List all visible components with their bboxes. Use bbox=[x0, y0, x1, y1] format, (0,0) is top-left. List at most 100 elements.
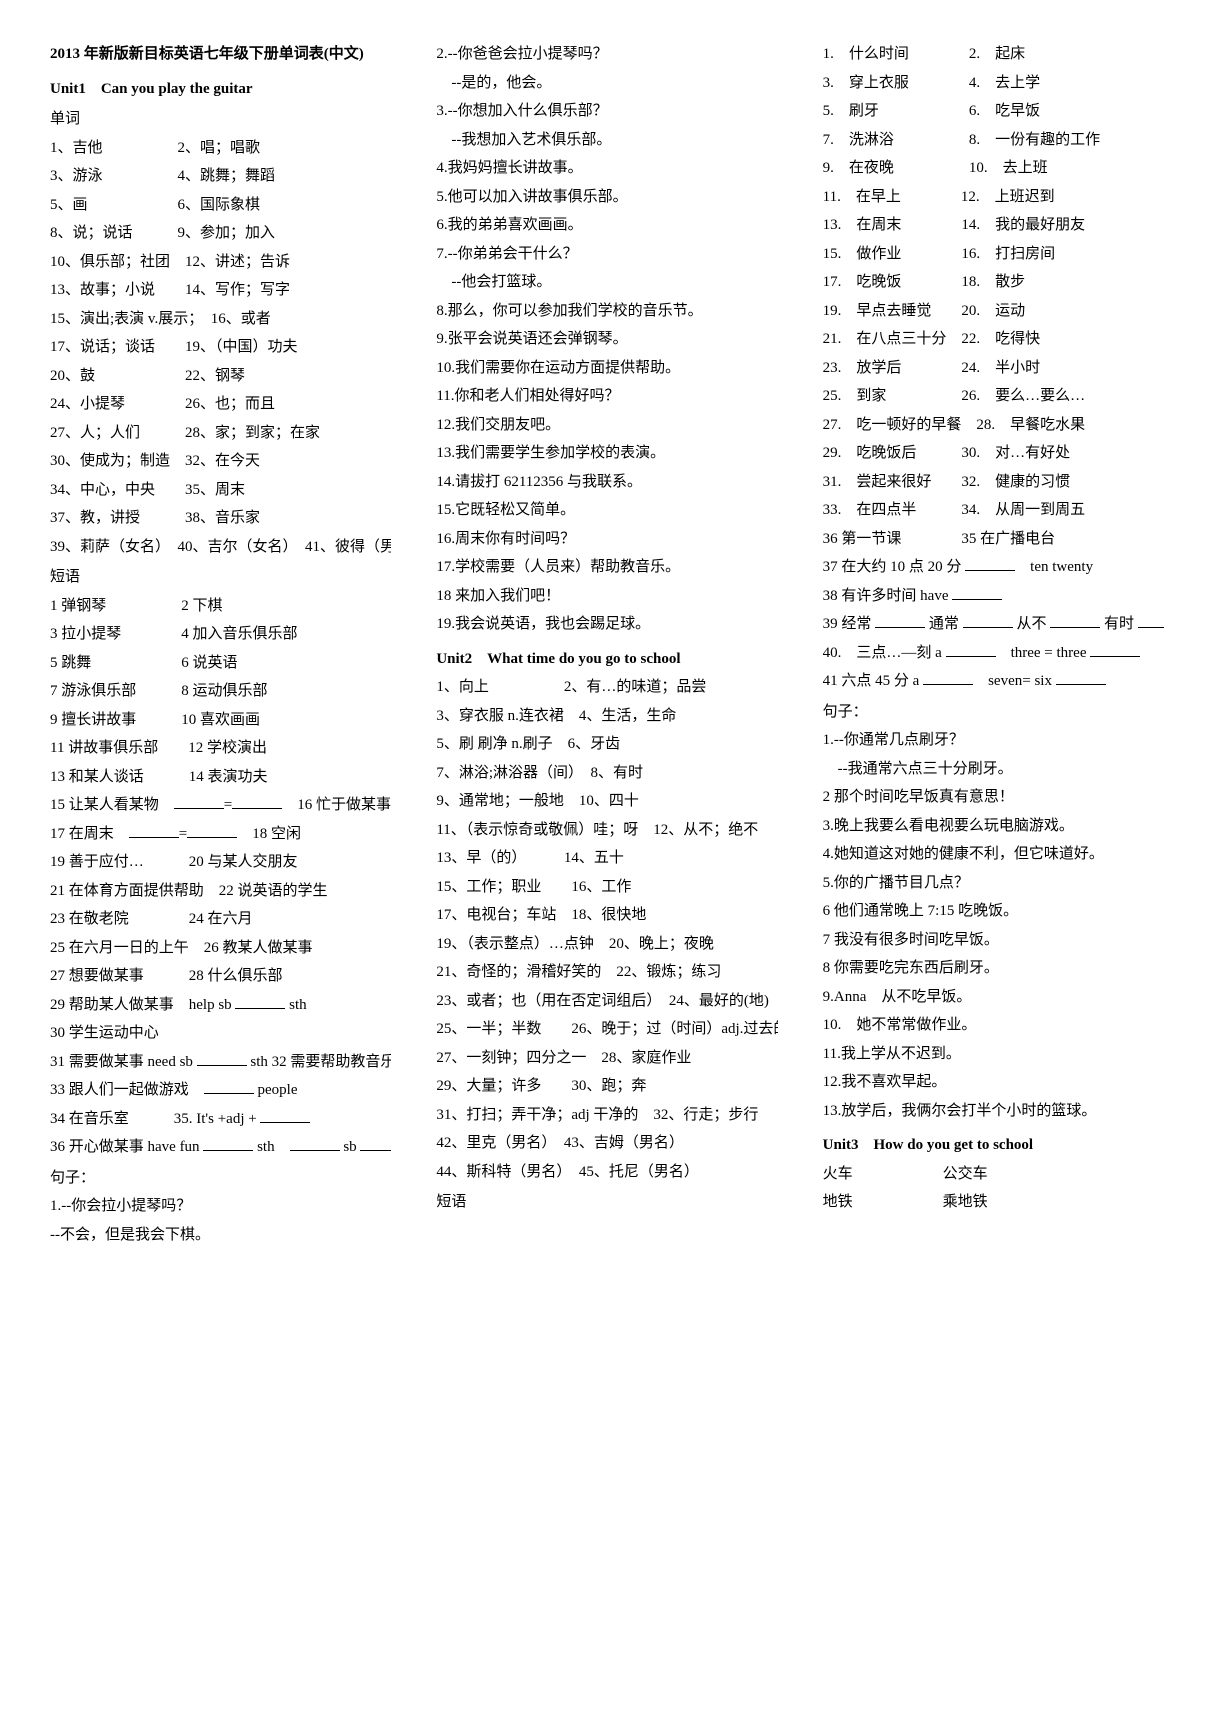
row: 44、斯科特（男名） 45、托尼（男名） bbox=[436, 1158, 777, 1187]
row: 5.他可以加入讲故事俱乐部。 bbox=[436, 183, 777, 212]
unit2-title: Unit2 What time do you go to school bbox=[436, 645, 777, 674]
row: 29 帮助某人做某事 help sb sth bbox=[50, 991, 391, 1020]
col3-unit3: 火车 公交车 地铁 乘地铁 bbox=[823, 1160, 1164, 1217]
row: 25. 到家 26. 要么…要么… bbox=[823, 382, 1164, 411]
row: 2.--你爸爸会拉小提琴吗？ bbox=[436, 40, 777, 69]
row: 21. 在八点三十分 22. 吃得快 bbox=[823, 325, 1164, 354]
row: 5 跳舞 6 说英语 bbox=[50, 649, 391, 678]
row: 37、教，讲授 38、音乐家 bbox=[50, 504, 391, 533]
row: 9.张平会说英语还会弹钢琴。 bbox=[436, 325, 777, 354]
row: 7. 洗淋浴 8. 一份有趣的工作 bbox=[823, 126, 1164, 155]
row: 42、里克（男名） 43、吉姆（男名） bbox=[436, 1129, 777, 1158]
row: --不会，但是我会下棋。 bbox=[50, 1221, 391, 1250]
row: 1.--你通常几点刷牙？ bbox=[823, 726, 1164, 755]
row: 8 你需要吃完东西后刷牙。 bbox=[823, 954, 1164, 983]
row: --我想加入艺术俱乐部。 bbox=[436, 126, 777, 155]
row: 3.--你想加入什么俱乐部？ bbox=[436, 97, 777, 126]
row: 7、淋浴;淋浴器（间） 8、有时 bbox=[436, 759, 777, 788]
row: 29、大量；许多 30、跑；奔 bbox=[436, 1072, 777, 1101]
row: 21 在体育方面提供帮助 22 说英语的学生 bbox=[50, 877, 391, 906]
row: 36 开心做某事 have fun sth sb sth bbox=[50, 1133, 391, 1162]
row: 火车 公交车 bbox=[823, 1160, 1164, 1189]
row: 1、向上 2、有…的味道；品尝 bbox=[436, 673, 777, 702]
section-duanyu: 短语 bbox=[50, 563, 391, 592]
row: 13.我们需要学生参加学校的表演。 bbox=[436, 439, 777, 468]
row: 15. 做作业 16. 打扫房间 bbox=[823, 240, 1164, 269]
row: 30 学生运动中心 bbox=[50, 1019, 391, 1048]
row: 15、演出;表演 v.展示； 16、或者 bbox=[50, 305, 391, 334]
row: 21、奇怪的；滑稽好笑的 22、锻炼；练习 bbox=[436, 958, 777, 987]
row: 11.我上学从不迟到。 bbox=[823, 1040, 1164, 1069]
row: 9. 在夜晚 10. 去上班 bbox=[823, 154, 1164, 183]
row: 地铁 乘地铁 bbox=[823, 1188, 1164, 1217]
row: 14.请拔打 62112356 与我联系。 bbox=[436, 468, 777, 497]
row: 27、人；人们 28、家；到家；在家 bbox=[50, 419, 391, 448]
row: 19 善于应付… 20 与某人交朋友 bbox=[50, 848, 391, 877]
row: 19. 早点去睡觉 20. 运动 bbox=[823, 297, 1164, 326]
row: 11. 在早上 12. 上班迟到 bbox=[823, 183, 1164, 212]
row: 1.--你会拉小提琴吗？ bbox=[50, 1192, 391, 1221]
col3-phrases: 1. 什么时间 2. 起床 3. 穿上衣服 4. 去上学 5. 刷牙 6. 吃早… bbox=[823, 40, 1164, 696]
row: 13.放学后，我俩尔会打半个小时的篮球。 bbox=[823, 1097, 1164, 1126]
row: 3、穿衣服 n.连衣裙 4、生活，生命 bbox=[436, 702, 777, 731]
row: 7.--你弟弟会干什么？ bbox=[436, 240, 777, 269]
row: 31 需要做某事 need sb sth 32 需要帮助教音乐 need hel… bbox=[50, 1048, 391, 1077]
row: 13. 在周末 14. 我的最好朋友 bbox=[823, 211, 1164, 240]
row: 18 来加入我们吧！ bbox=[436, 582, 777, 611]
row: 11、（表示惊奇或敬佩）哇；呀 12、从不；绝不 bbox=[436, 816, 777, 845]
row: 16.周末你有时间吗？ bbox=[436, 525, 777, 554]
row: 5、刷 刷净 n.刷子 6、牙齿 bbox=[436, 730, 777, 759]
unit1-title: Unit1 Can you play the guitar bbox=[50, 75, 391, 104]
row: 27、一刻钟；四分之一 28、家庭作业 bbox=[436, 1044, 777, 1073]
row: 6.我的弟弟喜欢画画。 bbox=[436, 211, 777, 240]
row: 12.我不喜欢早起。 bbox=[823, 1068, 1164, 1097]
col3-sentences: 1.--你通常几点刷牙？ --我通常六点三十分刷牙。 2 那个时间吃早饭真有意思… bbox=[823, 726, 1164, 1125]
row: 17、说话；谈话 19、（中国）功夫 bbox=[50, 333, 391, 362]
row: 23. 放学后 24. 半小时 bbox=[823, 354, 1164, 383]
row: 3 拉小提琴 4 加入音乐俱乐部 bbox=[50, 620, 391, 649]
row: 19、（表示整点）…点钟 20、晚上；夜晚 bbox=[436, 930, 777, 959]
row: 23、或者；也（用在否定词组后） 24、最好的(地) bbox=[436, 987, 777, 1016]
row: 1、吉他 2、唱；唱歌 bbox=[50, 134, 391, 163]
row: 7 我没有很多时间吃早饭。 bbox=[823, 926, 1164, 955]
row: --他会打篮球。 bbox=[436, 268, 777, 297]
section-juzi: 句子： bbox=[50, 1164, 391, 1193]
row: 41 六点 45 分 a seven= six bbox=[823, 667, 1164, 696]
doc-title: 2013 年新版新目标英语七年级下册单词表(中文) bbox=[50, 40, 391, 69]
row: --我通常六点三十分刷牙。 bbox=[823, 755, 1164, 784]
row: 17. 吃晚饭 18. 散步 bbox=[823, 268, 1164, 297]
section-danci: 单词 bbox=[50, 105, 391, 134]
row: 3.晚上我要么看电视要么玩电脑游戏。 bbox=[823, 812, 1164, 841]
row: 5. 刷牙 6. 吃早饭 bbox=[823, 97, 1164, 126]
row: 7 游泳俱乐部 8 运动俱乐部 bbox=[50, 677, 391, 706]
row: 15、工作；职业 16、工作 bbox=[436, 873, 777, 902]
row: 17 在周末 = 18 空闲 bbox=[50, 820, 391, 849]
row: 36 第一节课 35 在广播电台 bbox=[823, 525, 1164, 554]
row: --是的，他会。 bbox=[436, 69, 777, 98]
row: 29. 吃晚饭后 30. 对…有好处 bbox=[823, 439, 1164, 468]
row: 5.你的广播节目几点？ bbox=[823, 869, 1164, 898]
col1-vocab: 1、吉他 2、唱；唱歌 3、游泳 4、跳舞；舞蹈 5、画 6、国际象棋 8、说；… bbox=[50, 134, 391, 562]
row: 39、莉萨（女名） 40、吉尔（女名） 41、彼得（男名） bbox=[50, 533, 391, 562]
row: 9、通常地；一般地 10、四十 bbox=[436, 787, 777, 816]
row: 20、鼓 22、钢琴 bbox=[50, 362, 391, 391]
row: 33. 在四点半 34. 从周一到周五 bbox=[823, 496, 1164, 525]
row: 3. 穿上衣服 4. 去上学 bbox=[823, 69, 1164, 98]
row: 4.她知道这对她的健康不利，但它味道好。 bbox=[823, 840, 1164, 869]
row: 15 让某人看某物 = 16 忙于做某事 bbox=[50, 791, 391, 820]
row: 8、说；说话 9、参加；加入 bbox=[50, 219, 391, 248]
row: 24、小提琴 26、也；而且 bbox=[50, 390, 391, 419]
row: 31. 尝起来很好 32. 健康的习惯 bbox=[823, 468, 1164, 497]
row: 27. 吃一顿好的早餐 28. 早餐吃水果 bbox=[823, 411, 1164, 440]
row: 25 在六月一日的上午 26 教某人做某事 bbox=[50, 934, 391, 963]
row: 34 在音乐室 35. It's +adj + bbox=[50, 1105, 391, 1134]
row: 33 跟人们一起做游戏 people bbox=[50, 1076, 391, 1105]
row: 6 他们通常晚上 7:15 吃晚饭。 bbox=[823, 897, 1164, 926]
col2-vocab: 1、向上 2、有…的味道；品尝 3、穿衣服 n.连衣裙 4、生活，生命 5、刷 … bbox=[436, 673, 777, 1186]
row: 39 经常 通常 从不 有时 总是 bbox=[823, 610, 1164, 639]
row: 9 擅长讲故事 10 喜欢画画 bbox=[50, 706, 391, 735]
row: 1 弹钢琴 2 下棋 bbox=[50, 592, 391, 621]
row: 2 那个时间吃早饭真有意思！ bbox=[823, 783, 1164, 812]
row: 8.那么，你可以参加我们学校的音乐节。 bbox=[436, 297, 777, 326]
row: 11 讲故事俱乐部 12 学校演出 bbox=[50, 734, 391, 763]
